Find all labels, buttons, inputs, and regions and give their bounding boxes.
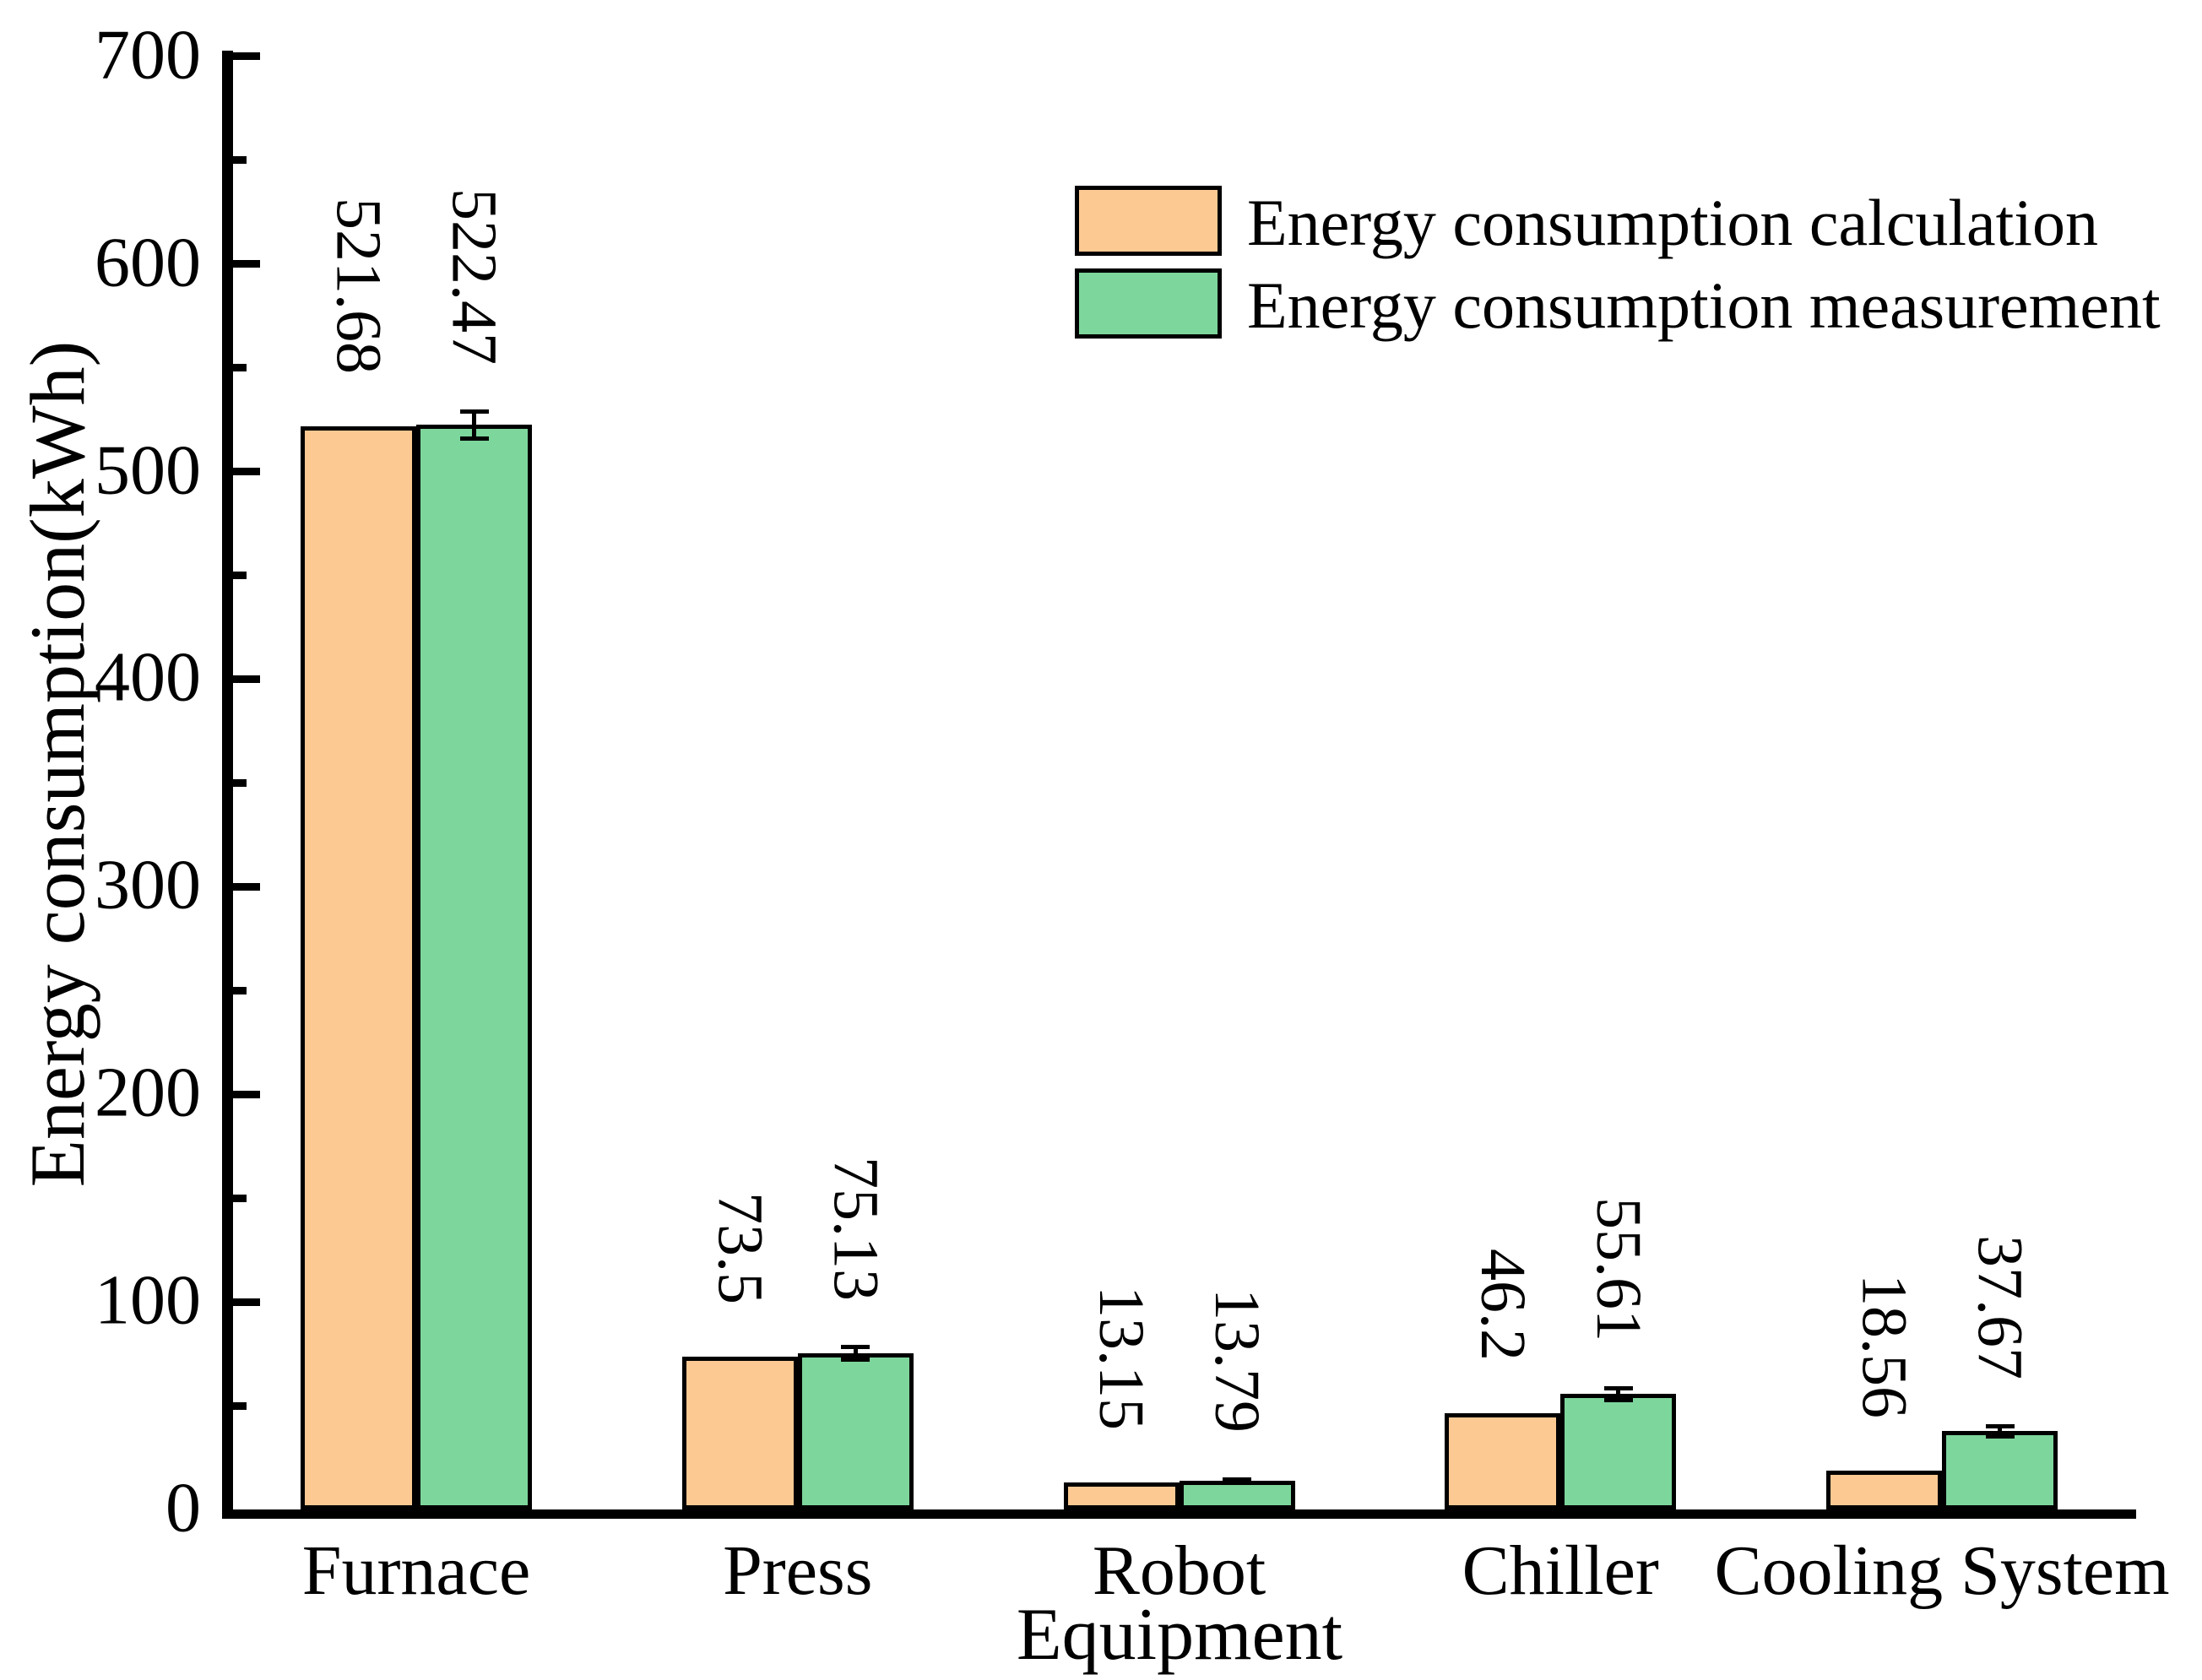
y-minor-tick xyxy=(233,364,247,372)
y-minor-tick xyxy=(233,1194,247,1202)
error-bar-cap-top xyxy=(841,1345,870,1350)
legend-label-calculation: Energy consumption calculation xyxy=(1247,186,2098,259)
error-bar-cap-top xyxy=(1223,1477,1251,1482)
y-tick-label: 200 xyxy=(95,1053,201,1132)
y-major-tick xyxy=(233,468,260,475)
y-major-tick xyxy=(233,1090,260,1098)
bar-value-label: 13.15 xyxy=(1086,1285,1157,1430)
error-bar-cap-top xyxy=(459,409,489,414)
error-bar-line xyxy=(472,411,476,439)
bar-value-label: 73.5 xyxy=(704,1192,776,1305)
bar-value-label: 55.61 xyxy=(1582,1197,1654,1342)
legend-label-measurement: Energy consumption measurement xyxy=(1247,268,2161,342)
legend-swatch-calculation xyxy=(1075,186,1222,256)
error-bar-cap-top xyxy=(1985,1423,2015,1428)
error-bar-line xyxy=(1998,1426,2002,1437)
x-category-label: Press xyxy=(723,1531,873,1610)
y-minor-tick xyxy=(233,1401,247,1410)
bar-value-label: 46.2 xyxy=(1467,1249,1538,1362)
x-category-label: Cooling System xyxy=(1714,1531,2170,1610)
y-tick-label: 700 xyxy=(95,15,201,95)
x-category-label: Chiller xyxy=(1462,1531,1659,1610)
y-minor-tick xyxy=(233,156,247,165)
y-axis-title: Energy consumption(kWh) xyxy=(14,340,100,1188)
y-tick-label: 400 xyxy=(95,637,201,717)
x-category-label: Robot xyxy=(1092,1531,1266,1610)
y-tick-label: 0 xyxy=(165,1468,201,1547)
bar-measurement xyxy=(1179,1481,1295,1509)
y-major-tick xyxy=(233,882,260,891)
y-axis-line xyxy=(222,51,233,1519)
y-major-tick xyxy=(233,260,260,268)
bar-measurement xyxy=(1560,1394,1677,1509)
x-category-label: Furnace xyxy=(301,1531,531,1610)
bar-value-label: 37.67 xyxy=(1964,1235,2036,1380)
x-axis-line xyxy=(222,1509,2136,1519)
bar-measurement xyxy=(797,1353,914,1509)
error-bar-cap-top xyxy=(1603,1385,1633,1390)
bar-measurement xyxy=(1942,1431,2058,1509)
bar-value-label: 522.47 xyxy=(438,188,510,366)
error-bar-cap-bottom xyxy=(841,1358,870,1363)
legend-swatch-measurement xyxy=(1075,268,1222,339)
bar-value-label: 13.79 xyxy=(1201,1288,1272,1433)
bar-calculation xyxy=(301,426,416,1509)
error-bar-line xyxy=(853,1347,858,1360)
y-major-tick xyxy=(233,1298,260,1306)
bar-calculation xyxy=(1063,1482,1180,1509)
y-minor-tick xyxy=(233,571,247,579)
y-tick-label: 600 xyxy=(95,222,201,301)
bar-calculation xyxy=(1826,1471,1942,1509)
y-minor-tick xyxy=(233,986,247,994)
y-minor-tick xyxy=(233,778,247,787)
bar-value-label: 75.13 xyxy=(820,1156,892,1301)
y-tick-label: 100 xyxy=(95,1260,201,1340)
bar-calculation xyxy=(681,1357,798,1509)
y-major-tick xyxy=(233,52,260,61)
error-bar-cap-bottom xyxy=(1223,1480,1251,1485)
bar-calculation xyxy=(1445,1413,1561,1509)
error-bar-cap-bottom xyxy=(1603,1397,1633,1402)
error-bar-cap-bottom xyxy=(1985,1433,2015,1439)
bar-measurement xyxy=(416,425,532,1509)
y-tick-label: 300 xyxy=(95,845,201,924)
y-major-tick xyxy=(233,675,260,683)
x-axis-title: Equipment xyxy=(1016,1594,1343,1676)
error-bar-cap-bottom xyxy=(459,436,489,441)
bar-value-label: 521.68 xyxy=(323,198,394,375)
y-tick-label: 500 xyxy=(95,430,201,509)
error-bar-line xyxy=(1616,1388,1621,1401)
bar-value-label: 18.56 xyxy=(1848,1274,1920,1419)
